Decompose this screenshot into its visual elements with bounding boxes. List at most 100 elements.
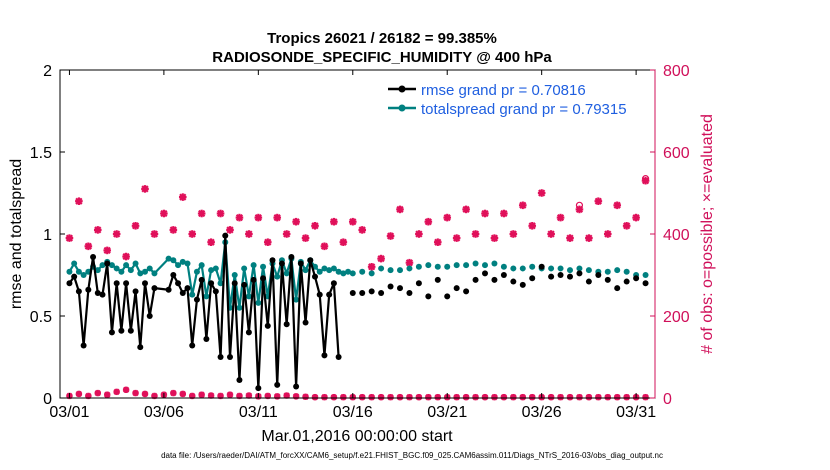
obs-evaluated-marker — [490, 234, 499, 242]
rmse-point — [142, 280, 148, 287]
obs-low-marker — [614, 393, 621, 401]
rmse-line — [68, 234, 340, 390]
rmse-point — [66, 280, 73, 287]
totalspread-point — [80, 272, 87, 278]
totalspread-point — [330, 265, 337, 272]
totalspread-point — [359, 268, 366, 275]
obs-low-marker — [368, 393, 375, 401]
rmse-point — [529, 275, 536, 282]
rmse-point — [236, 376, 243, 383]
totalspread-point — [241, 265, 248, 272]
rmse-point — [406, 290, 413, 297]
rmse-point — [307, 257, 314, 264]
obs-evaluated-marker — [320, 242, 329, 251]
obs-evaluated-marker — [330, 217, 338, 226]
y-left-tick-label: 2 — [43, 63, 52, 80]
obs-evaluated-marker — [273, 213, 282, 222]
rmse-point — [104, 260, 111, 267]
obs-evaluated-marker — [585, 234, 593, 242]
totalspread-point — [189, 291, 196, 298]
obs-low-marker — [604, 393, 611, 401]
totalspread-point — [255, 299, 262, 306]
totalspread-point — [245, 293, 252, 300]
legend-rmse-label: rmse grand pr = 0.70816 — [421, 82, 586, 99]
obs-evaluated-marker — [245, 230, 253, 238]
rmse-point — [453, 285, 460, 292]
obs-evaluated-marker — [197, 209, 206, 218]
totalspread-point — [127, 267, 134, 274]
totalspread-point — [472, 260, 479, 267]
y-left-tick-label: 1 — [43, 227, 52, 244]
y-axis-label-right: # of obs: o=possible; ×=evaluated — [699, 114, 716, 354]
totalspread-point — [142, 268, 148, 275]
obs-low-marker — [557, 393, 564, 401]
totalspread-point — [231, 272, 238, 278]
obs-low-marker — [585, 393, 593, 401]
rmse-point — [283, 321, 290, 328]
obs-low-marker — [113, 388, 120, 396]
obs-evaluated-marker — [556, 213, 565, 222]
totalspread-point — [576, 265, 583, 272]
obs-low-marker — [179, 390, 186, 398]
rmse-point — [184, 285, 191, 292]
rmse-point — [585, 278, 592, 285]
obs-evaluated-marker — [518, 201, 527, 210]
obs-low-marker — [491, 393, 498, 401]
obs-evaluated-marker — [367, 263, 376, 271]
obs-evaluated-marker — [424, 217, 433, 226]
obs-evaluated-marker — [112, 230, 121, 238]
rmse-point — [633, 275, 640, 282]
totalspread-point — [548, 265, 555, 272]
obs-low-marker — [576, 393, 583, 401]
rmse-point — [316, 291, 323, 298]
totalspread-point — [283, 270, 290, 277]
rmse-point — [189, 342, 196, 349]
totalspread-point — [274, 273, 281, 280]
rmse-point — [227, 354, 233, 360]
totalspread-point — [260, 263, 267, 270]
obs-evaluated-marker — [226, 226, 234, 234]
obs-evaluated-marker — [386, 232, 395, 240]
obs-evaluated-marker — [235, 213, 244, 222]
rmse-point — [170, 272, 177, 278]
obs-possible-marker — [575, 201, 584, 209]
rmse-point — [312, 273, 318, 280]
obs-evaluated-marker — [216, 209, 225, 218]
obs-low-marker — [104, 391, 111, 398]
rmse-point — [614, 285, 621, 292]
rmse-point — [108, 329, 115, 336]
obs-low-marker — [321, 393, 328, 401]
totalspread-point — [123, 262, 130, 269]
obs-low-marker — [415, 393, 423, 401]
y-left-tick-label: 0 — [43, 391, 52, 408]
totalspread-point — [557, 265, 564, 272]
rmse-point — [146, 313, 153, 319]
rmse-point — [500, 272, 507, 278]
obs-low-marker — [642, 393, 649, 401]
totalspread-point — [175, 262, 182, 269]
obs-evaluated-marker — [292, 217, 300, 226]
obs-evaluated-marker — [169, 226, 178, 234]
obs-evaluated-marker — [75, 197, 83, 205]
obs-evaluated-marker — [415, 230, 423, 238]
obs-low-marker — [75, 390, 83, 398]
x-tick-label: 03/26 — [522, 404, 562, 421]
totalspread-point — [463, 262, 470, 269]
rmse-point — [567, 273, 573, 280]
rmse-point — [113, 280, 120, 287]
obs-low-marker — [122, 386, 130, 393]
rmse-point — [604, 276, 611, 283]
obs-evaluated-marker — [358, 226, 367, 234]
x-tick-label: 03/31 — [616, 404, 656, 421]
rmse-point — [269, 257, 276, 264]
obs-low-marker — [529, 393, 536, 401]
totalspread-point — [585, 267, 592, 274]
totalspread-point — [453, 262, 460, 269]
obs-low-marker — [595, 393, 602, 401]
rmse-point — [368, 288, 375, 295]
obs-evaluated-marker — [622, 222, 631, 230]
rmse-point — [576, 270, 583, 277]
totalspread-point — [345, 268, 352, 275]
totalspread-point — [99, 262, 106, 269]
totalspread-point — [434, 263, 441, 270]
